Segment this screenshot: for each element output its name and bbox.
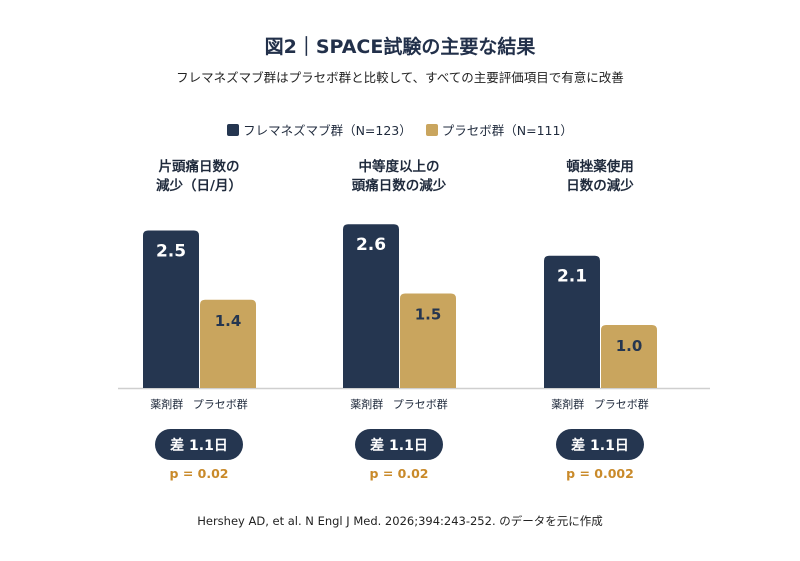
x-tick-labels: 薬剤群 プラセボ群: [535, 396, 665, 412]
data-label: 1.0: [616, 337, 643, 355]
p-value: p = 0.02: [169, 466, 229, 481]
x-tick-label: プラセボ群: [593, 398, 649, 411]
x-tick-label: プラセボ群: [192, 398, 248, 411]
x-tick-labels: 薬剤群 プラセボ群: [134, 396, 264, 412]
p-value: p = 0.002: [566, 466, 634, 481]
legend-label: プラセボ群（N=111）: [441, 123, 573, 138]
legend-swatch: [425, 123, 438, 136]
legend-item-fremanezumab: フレマネズマブ群（N=123）: [227, 120, 412, 139]
data-label: 1.4: [215, 312, 242, 330]
bar-placebo: [601, 325, 657, 388]
chart-title: 図2｜SPACE試験の主要な結果: [264, 36, 536, 58]
data-label: 2.5: [156, 242, 186, 262]
x-tick-label: プラセボ群: [392, 398, 448, 411]
x-tick-label: 薬剤群: [551, 398, 585, 411]
data-label: 2.6: [356, 235, 386, 255]
legend-swatch: [227, 123, 240, 136]
group-label: 中等度以上の 頭痛日数の減少: [299, 158, 499, 196]
difference-badge: 差 1.1日: [155, 429, 243, 460]
x-tick-label: 薬剤群: [350, 398, 384, 411]
legend: フレマネズマブ群（N=123） プラセボ群（N=111）: [0, 120, 800, 139]
chart-subtitle: フレマネズマブ群はプラセボ群と比較して、すべての主要評価項目で有意に改善: [176, 70, 624, 85]
group-label-line: 中等度以上の: [358, 159, 440, 175]
difference-badge: 差 1.1日: [556, 429, 644, 460]
group-label-line: 片頭痛日数の: [158, 159, 240, 175]
group-label: 頓挫薬使用日数の減少: [500, 158, 700, 196]
group-label-line: 頭痛日数の減少: [351, 178, 447, 194]
x-tick-labels: 薬剤群 プラセボ群: [334, 396, 464, 412]
legend-item-placebo: プラセボ群（N=111）: [425, 120, 573, 139]
bar-fremanezumab: [544, 255, 600, 388]
group-label-line: 減少（日/月）: [156, 178, 242, 194]
x-tick-label: 薬剤群: [150, 398, 184, 411]
bar-fremanezumab: [143, 230, 199, 388]
data-label: 1.5: [415, 306, 442, 324]
legend-label: フレマネズマブ群（N=123）: [243, 123, 412, 138]
group-label-line: 頓挫薬使用: [566, 159, 634, 175]
p-value: p = 0.02: [369, 466, 429, 481]
data-label: 2.1: [557, 267, 587, 287]
group-label: 片頭痛日数の 減少（日/月）: [99, 158, 299, 196]
source-note: Hershey AD, et al. N Engl J Med. 2026;39…: [197, 514, 603, 528]
bar-fremanezumab: [343, 224, 399, 388]
bar-placebo: [400, 293, 456, 388]
group-label-line: 日数の減少: [566, 178, 634, 194]
difference-badge: 差 1.1日: [355, 429, 443, 460]
bar-placebo: [200, 299, 256, 388]
